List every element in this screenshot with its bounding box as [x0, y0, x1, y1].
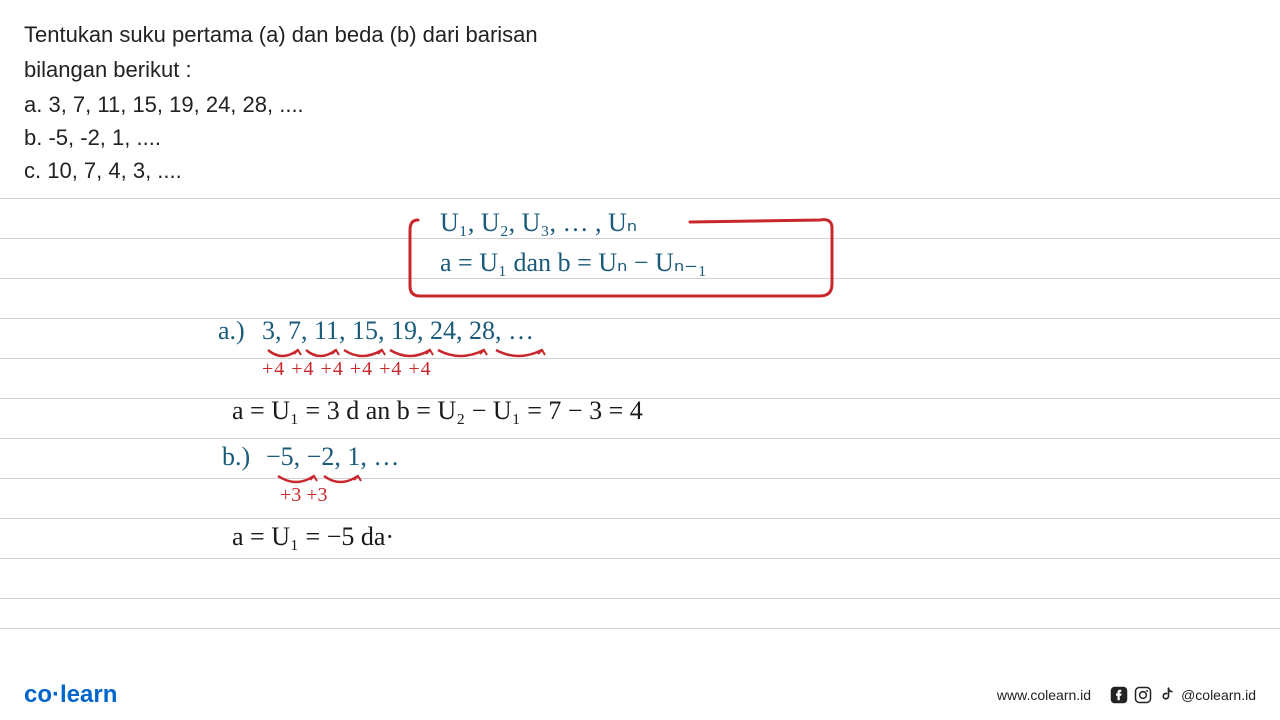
brand-part-2: learn: [60, 681, 117, 708]
question-item-c: c. 10, 7, 4, 3, ....: [24, 154, 1256, 187]
work-a-result: a = U₁ = 3 d an b = U₂ − U₁ = 7 − 3 = 4: [232, 396, 643, 426]
question-line-1: Tentukan suku pertama (a) dan beda (b) d…: [24, 18, 1256, 51]
ruled-line: [0, 318, 1280, 319]
ruled-line: [0, 198, 1280, 199]
ruled-line: [0, 438, 1280, 439]
ruled-line: [0, 558, 1280, 559]
social-icons: @colearn.id: [1109, 685, 1256, 705]
brand-logo: co·learn: [24, 681, 117, 709]
ruled-line: [0, 518, 1280, 519]
work-b-diffs: +3 +3: [280, 484, 328, 507]
work-a-label: a.): [218, 316, 245, 346]
footer-url: www.colearn.id: [997, 687, 1091, 703]
ruled-line: [0, 358, 1280, 359]
tiktok-icon: [1157, 685, 1177, 705]
work-a-sequence: 3, 7, 11, 15, 19, 24, 28, …: [262, 316, 534, 346]
question-item-a: a. 3, 7, 11, 15, 19, 24, 28, ....: [24, 88, 1256, 121]
work-b-label: b.): [222, 442, 250, 472]
social-handle: @colearn.id: [1181, 687, 1256, 703]
facebook-icon: [1109, 685, 1129, 705]
work-b-sequence: −5, −2, 1, …: [266, 442, 399, 472]
footer: co·learn www.colearn.id @colearn.id: [0, 670, 1280, 720]
question-block: Tentukan suku pertama (a) dan beda (b) d…: [0, 0, 1280, 187]
question-item-b: b. -5, -2, 1, ....: [24, 121, 1256, 154]
brand-part-1: co: [24, 681, 52, 708]
work-a-diffs: +4 +4 +4 +4 +4 +4: [262, 358, 432, 381]
ruled-line: [0, 478, 1280, 479]
footer-right: www.colearn.id @colearn.id: [997, 685, 1256, 705]
lined-paper: U₁, U₂, U₃, … , Uₙ a = U₁ dan b = Uₙ − U…: [0, 198, 1280, 678]
ruled-line: [0, 598, 1280, 599]
instagram-icon: [1133, 685, 1153, 705]
formula-bottom: a = U₁ dan b = Uₙ − Uₙ₋₁: [440, 248, 707, 278]
question-line-2: bilangan berikut :: [24, 53, 1256, 86]
brand-dot: ·: [52, 681, 60, 708]
formula-top: U₁, U₂, U₃, … , Uₙ: [440, 208, 637, 238]
work-b-result: a = U₁ = −5 da·: [232, 522, 394, 552]
ruled-line: [0, 628, 1280, 629]
